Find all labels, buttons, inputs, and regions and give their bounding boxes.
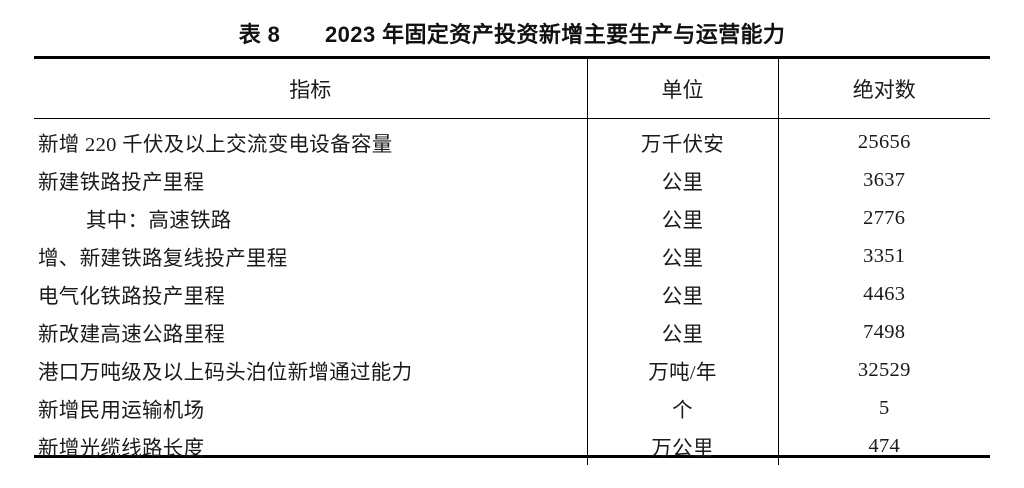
cell-unit: 万吨/年 <box>587 351 779 389</box>
table-row: 新建铁路投产里程 公里 3637 <box>34 161 990 199</box>
table-row: 新改建高速公路里程 公里 7498 <box>34 313 990 351</box>
statistical-table: 指标 单位 绝对数 新增 220 千伏及以上交流变电设备容量 万千伏安 25656 新… <box>34 59 990 465</box>
table-header: 指标 单位 绝对数 <box>34 59 990 119</box>
cell-unit: 万公里 <box>587 427 779 465</box>
cell-unit: 公里 <box>587 237 779 275</box>
table-row: 新增光缆线路长度 万公里 474 <box>34 427 990 465</box>
cell-indicator: 新增 220 千伏及以上交流变电设备容量 <box>34 118 588 161</box>
table-title: 表 8 2023 年固定资产投资新增主要生产与运营能力 <box>238 22 786 47</box>
cell-unit: 万千伏安 <box>587 118 779 161</box>
cell-indicator: 新建铁路投产里程 <box>34 161 588 199</box>
cell-value: 3351 <box>863 244 906 267</box>
cell-value: 474 <box>868 434 901 457</box>
cell-indicator: 新改建高速公路里程 <box>34 313 588 351</box>
cell-indicator: 新增光缆线路长度 <box>34 427 588 465</box>
column-header-value: 绝对数 <box>778 59 990 119</box>
cell-unit: 个 <box>587 389 779 427</box>
cell-value: 2776 <box>863 206 906 229</box>
cell-value: 4463 <box>863 282 906 305</box>
cell-unit: 公里 <box>587 313 779 351</box>
cell-value: 25656 <box>857 130 911 153</box>
table-row: 其中：高速铁路 公里 2776 <box>34 199 990 237</box>
cell-unit: 公里 <box>587 199 779 237</box>
cell-value: 32529 <box>857 358 911 381</box>
table-header-row: 指标 单位 绝对数 <box>34 59 990 119</box>
cell-unit: 公里 <box>587 275 779 313</box>
cell-indicator: 电气化铁路投产里程 <box>34 275 588 313</box>
column-header-indicator: 指标 <box>34 59 588 119</box>
table-row: 电气化铁路投产里程 公里 4463 <box>34 275 990 313</box>
statistical-table-frame: 指标 单位 绝对数 新增 220 千伏及以上交流变电设备容量 万千伏安 25656 新… <box>34 56 990 465</box>
column-header-unit: 单位 <box>587 59 779 119</box>
table-row: 新增民用运输机场个 5 <box>34 389 990 427</box>
cell-indicator: 新增民用运输机场 <box>34 389 588 427</box>
cell-indicator: 增、新建铁路复线投产里程 <box>34 237 588 275</box>
cell-value: 7498 <box>863 320 906 343</box>
cell-unit: 公里 <box>587 161 779 199</box>
cell-indicator: 其中：高速铁路 <box>34 199 588 237</box>
table-row: 港口万吨级及以上码头泊位新增通过能力 万吨/年 32529 <box>34 351 990 389</box>
table-row: 新增 220 千伏及以上交流变电设备容量 万千伏安 25656 <box>34 118 990 161</box>
cell-value: 3637 <box>863 168 906 191</box>
cell-indicator: 港口万吨级及以上码头泊位新增通过能力 <box>34 351 588 389</box>
cell-value: 5 <box>878 396 890 419</box>
table-body: 新增 220 千伏及以上交流变电设备容量 万千伏安 25656 新建铁路投产里程 公里 3… <box>34 118 990 465</box>
table-row: 增、新建铁路复线投产里程 公里 3351 <box>34 237 990 275</box>
